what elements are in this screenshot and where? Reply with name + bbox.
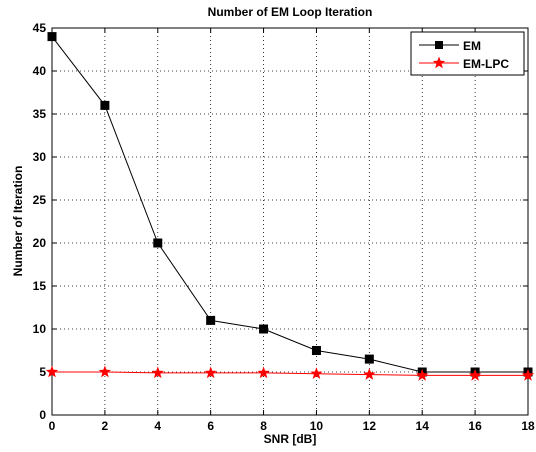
x-tick-label: 12 <box>363 419 377 433</box>
data-point-em-lpc <box>98 365 112 378</box>
x-tick-label: 8 <box>260 419 267 433</box>
x-tick-label: 6 <box>207 419 214 433</box>
data-point-em-lpc <box>521 368 535 381</box>
y-tick-label: 20 <box>33 236 47 250</box>
legend-label-em: EM <box>463 39 481 53</box>
data-point-em <box>47 32 57 42</box>
legend: EM EM-LPC <box>410 31 525 76</box>
data-point-em <box>206 315 216 325</box>
x-tick-label: 18 <box>521 419 535 433</box>
plot-area <box>51 27 529 416</box>
x-tick-label: 4 <box>154 419 161 433</box>
grid-lines <box>52 28 528 415</box>
x-tick-label: 0 <box>49 419 56 433</box>
data-point-em <box>259 324 269 334</box>
legend-label-em-lpc: EM-LPC <box>463 57 509 71</box>
data-point-em-lpc <box>416 368 429 381</box>
y-tick-label: 40 <box>33 64 47 78</box>
legend-box <box>410 31 525 76</box>
y-axis-tick-labels: 0 5 10 15 20 25 30 35 40 45 <box>33 21 47 422</box>
x-tick-label: 2 <box>102 419 109 433</box>
data-point-em-lpc <box>257 366 270 379</box>
axis-ticks <box>51 27 529 416</box>
chart-title: Number of EM Loop Iteration <box>208 5 373 19</box>
data-point-em-lpc <box>45 365 59 378</box>
data-point-em-lpc <box>363 368 376 380</box>
data-point-em <box>153 238 163 248</box>
legend-star-icon <box>432 56 446 69</box>
data-series <box>45 32 535 381</box>
series-line-em-lpc <box>52 371 528 376</box>
series-line-em <box>51 36 528 373</box>
data-point-em-lpc <box>468 368 482 381</box>
data-point-em-lpc <box>204 366 217 379</box>
y-tick-label: 5 <box>39 365 46 379</box>
data-point-em <box>311 346 321 355</box>
x-tick-label: 14 <box>416 419 430 433</box>
y-axis-label: Number of Iteration <box>11 166 25 277</box>
x-axis-label: SNR [dB] <box>264 432 317 446</box>
legend-marker-em <box>435 41 443 49</box>
data-point-em-lpc <box>310 367 323 379</box>
x-tick-label: 16 <box>468 419 482 433</box>
data-point-em-lpc <box>151 366 164 379</box>
y-tick-label: 25 <box>33 193 47 207</box>
data-point-em <box>100 100 110 110</box>
x-axis-tick-labels: 0 2 4 6 8 10 12 14 16 18 <box>49 419 535 433</box>
y-tick-label: 35 <box>33 107 47 121</box>
y-tick-label: 45 <box>33 21 47 35</box>
y-tick-label: 10 <box>33 322 47 336</box>
y-tick-label: 0 <box>39 408 46 422</box>
data-point-em <box>364 354 374 364</box>
y-tick-label: 30 <box>33 150 47 164</box>
legend-marker-em-lpc <box>432 56 446 69</box>
x-tick-label: 10 <box>310 419 324 433</box>
y-tick-label: 15 <box>33 279 47 293</box>
